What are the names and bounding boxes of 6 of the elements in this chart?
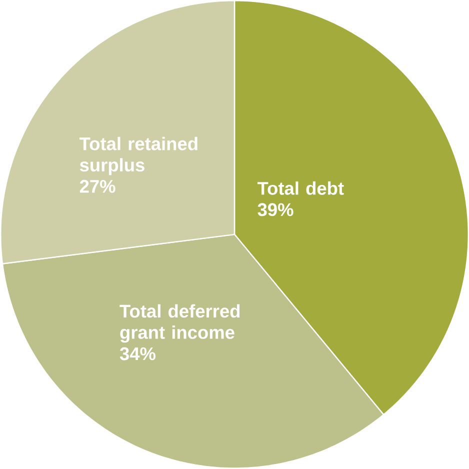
data-label: 27% xyxy=(80,180,116,193)
slice-label: Total retained surplus xyxy=(79,136,198,176)
data-label: 39% xyxy=(258,203,294,216)
data-label: 34% xyxy=(120,347,156,360)
slice-label: Total debt xyxy=(257,182,344,195)
slice-label: Total deferred grant income xyxy=(120,304,240,343)
